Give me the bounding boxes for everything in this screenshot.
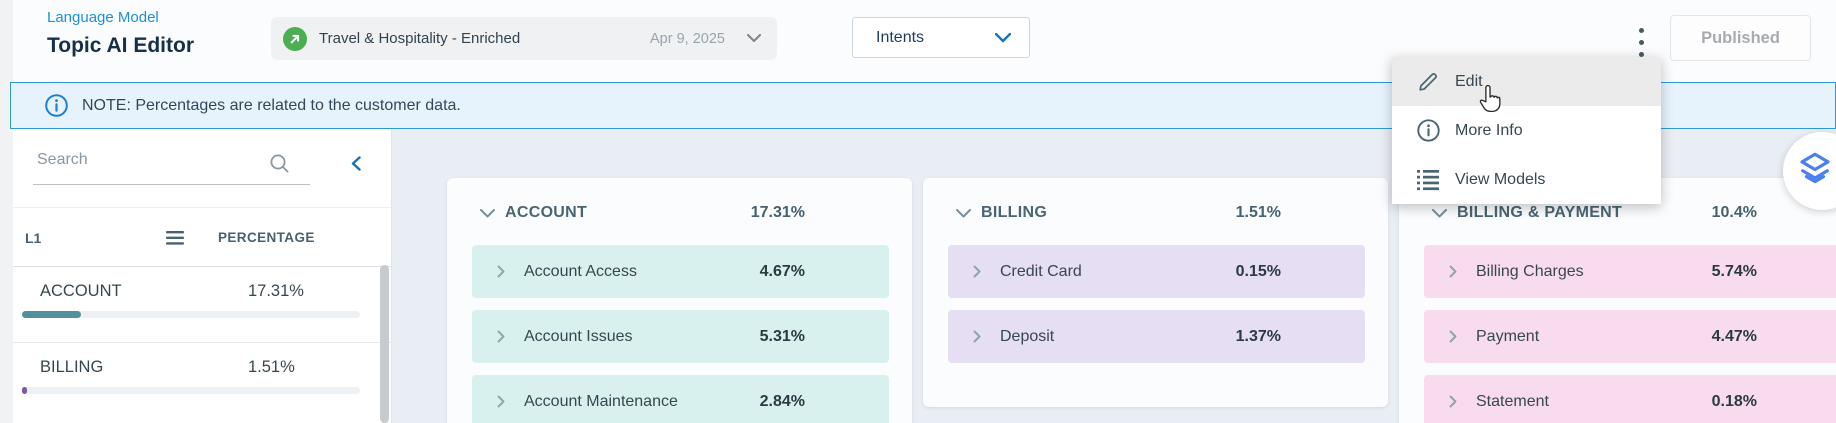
- subtopic-row[interactable]: Payment 4.47%: [1424, 310, 1836, 363]
- subtopic-row[interactable]: Account Access 4.67%: [472, 245, 889, 298]
- sidebar-collapse-button[interactable]: [351, 156, 361, 176]
- subtopic-label: Billing Charges: [1476, 262, 1584, 280]
- chevron-down-icon[interactable]: [480, 208, 495, 218]
- sidebar-row-billing[interactable]: BILLING 1.51%: [13, 343, 391, 419]
- subtopic-percentage: 5.31%: [759, 327, 805, 345]
- chevron-right-icon: [1449, 395, 1457, 408]
- topic-percentage: 17.31%: [248, 282, 304, 300]
- kebab-icon: [1638, 27, 1644, 33]
- top-header: Language Model Topic AI Editor Travel & …: [13, 0, 1836, 82]
- topics-sidebar: L1 PERCENTAGE ACCOUNT 17.31% BILLING 1.5…: [13, 129, 392, 423]
- topic-card-header[interactable]: BILLING & PAYMENT 10.4%: [1399, 178, 1836, 222]
- subtopic-label: Credit Card: [1000, 262, 1082, 280]
- topic-percentage: 17.31%: [750, 204, 805, 221]
- chevron-right-icon: [973, 265, 981, 278]
- search-underline: [33, 184, 310, 185]
- chevron-down-icon: [747, 34, 761, 43]
- kebab-icon: [1638, 51, 1644, 57]
- subtopic-percentage: 2.84%: [759, 392, 805, 410]
- subtopic-label: Payment: [1476, 327, 1540, 345]
- topic-title: BILLING: [981, 204, 1048, 221]
- subtopic-label: Deposit: [1000, 327, 1055, 345]
- model-selector[interactable]: Travel & Hospitality - Enriched Apr 9, 2…: [271, 17, 777, 60]
- topic-percentage: 1.51%: [1235, 204, 1281, 221]
- topic-card-header[interactable]: BILLING 1.51%: [923, 178, 1388, 222]
- subtopic-row[interactable]: Credit Card 0.15%: [948, 245, 1365, 298]
- subtopic-label: Statement: [1476, 392, 1549, 410]
- topic-card-billing: BILLING 1.51% Credit Card 0.15% Deposit …: [923, 178, 1388, 407]
- published-button[interactable]: Published: [1670, 15, 1811, 61]
- chevron-right-icon: [1449, 265, 1457, 278]
- progress-fill: [22, 311, 81, 318]
- sidebar-row-account[interactable]: ACCOUNT 17.31%: [13, 267, 391, 343]
- progress-track: [22, 311, 360, 318]
- topic-card-account: ACCOUNT 17.31% Account Access 4.67% Acco…: [447, 178, 912, 423]
- column-header-percentage: PERCENTAGE: [218, 230, 315, 245]
- chevron-right-icon: [497, 265, 505, 278]
- progress-track: [22, 387, 360, 394]
- menu-item-edit[interactable]: Edit: [1392, 57, 1661, 106]
- chevron-down-icon[interactable]: [1432, 208, 1447, 218]
- subtopic-percentage: 0.15%: [1235, 262, 1281, 280]
- layers-icon: [1796, 149, 1834, 194]
- subtopic-row[interactable]: Deposit 1.37%: [948, 310, 1365, 363]
- model-status-icon: [283, 26, 307, 51]
- subtopic-percentage: 4.47%: [1711, 327, 1757, 345]
- breadcrumb[interactable]: Language Model: [47, 9, 159, 26]
- chevron-right-icon: [497, 330, 505, 343]
- subtopic-label: Account Maintenance: [524, 392, 678, 410]
- menu-burger-icon[interactable]: [166, 231, 184, 250]
- sidebar-scrollbar[interactable]: [380, 265, 389, 423]
- topic-label: ACCOUNT: [40, 282, 122, 300]
- kebab-icon: [1638, 39, 1644, 45]
- menu-item-more-info[interactable]: More Info: [1392, 106, 1661, 155]
- note-text: NOTE: Percentages are related to the cus…: [82, 96, 461, 114]
- progress-fill: [22, 387, 28, 394]
- menu-item-label: Edit: [1455, 72, 1483, 90]
- more-actions-menu: Edit More Info View Models: [1392, 57, 1661, 204]
- sidebar-search-section: [13, 129, 391, 208]
- chevron-right-icon: [1449, 330, 1457, 343]
- list-icon: [1415, 169, 1441, 191]
- chevron-down-icon[interactable]: [956, 208, 971, 218]
- model-name: Travel & Hospitality - Enriched: [319, 30, 521, 47]
- subtopic-row[interactable]: Billing Charges 5.74%: [1424, 245, 1836, 298]
- chevron-down-icon: [995, 32, 1011, 43]
- topic-percentage: 1.51%: [248, 358, 295, 376]
- chevron-right-icon: [973, 330, 981, 343]
- info-icon: [45, 94, 68, 117]
- topic-card-billing-payment: BILLING & PAYMENT 10.4% Billing Charges …: [1399, 178, 1836, 423]
- topic-label: BILLING: [40, 358, 104, 376]
- model-date: Apr 9, 2025: [650, 30, 725, 47]
- subtopic-percentage: 5.74%: [1711, 262, 1757, 280]
- subtopic-row[interactable]: Statement 0.18%: [1424, 375, 1836, 423]
- subtopic-percentage: 0.18%: [1711, 392, 1757, 410]
- menu-item-view-models[interactable]: View Models: [1392, 155, 1661, 204]
- sidebar-table-header: L1 PERCENTAGE: [13, 208, 391, 267]
- info-icon: [1415, 119, 1441, 142]
- menu-item-label: View Models: [1455, 170, 1546, 188]
- column-header-l1: L1: [25, 230, 42, 246]
- topic-card-header[interactable]: ACCOUNT 17.31%: [447, 178, 912, 222]
- chevron-right-icon: [497, 395, 505, 408]
- topic-title: ACCOUNT: [505, 204, 588, 221]
- more-actions-button[interactable]: [1628, 22, 1654, 62]
- page-title: Topic AI Editor: [47, 34, 194, 57]
- subtopic-percentage: 1.37%: [1235, 327, 1281, 345]
- subtopic-row[interactable]: Account Maintenance 2.84%: [472, 375, 889, 423]
- topic-title: BILLING & PAYMENT: [1457, 204, 1623, 221]
- menu-item-label: More Info: [1455, 121, 1523, 139]
- view-type-value: Intents: [876, 28, 925, 46]
- topic-percentage: 10.4%: [1711, 204, 1757, 221]
- pencil-icon: [1415, 70, 1441, 94]
- subtopic-percentage: 4.67%: [759, 262, 805, 280]
- subtopic-label: Account Issues: [524, 327, 633, 345]
- search-icon[interactable]: [269, 153, 290, 179]
- subtopic-label: Account Access: [524, 262, 637, 280]
- subtopic-row[interactable]: Account Issues 5.31%: [472, 310, 889, 363]
- topic-cards-row: ACCOUNT 17.31% Account Access 4.67% Acco…: [447, 178, 1836, 423]
- search-input[interactable]: [37, 151, 257, 169]
- view-type-select[interactable]: Intents: [852, 17, 1030, 58]
